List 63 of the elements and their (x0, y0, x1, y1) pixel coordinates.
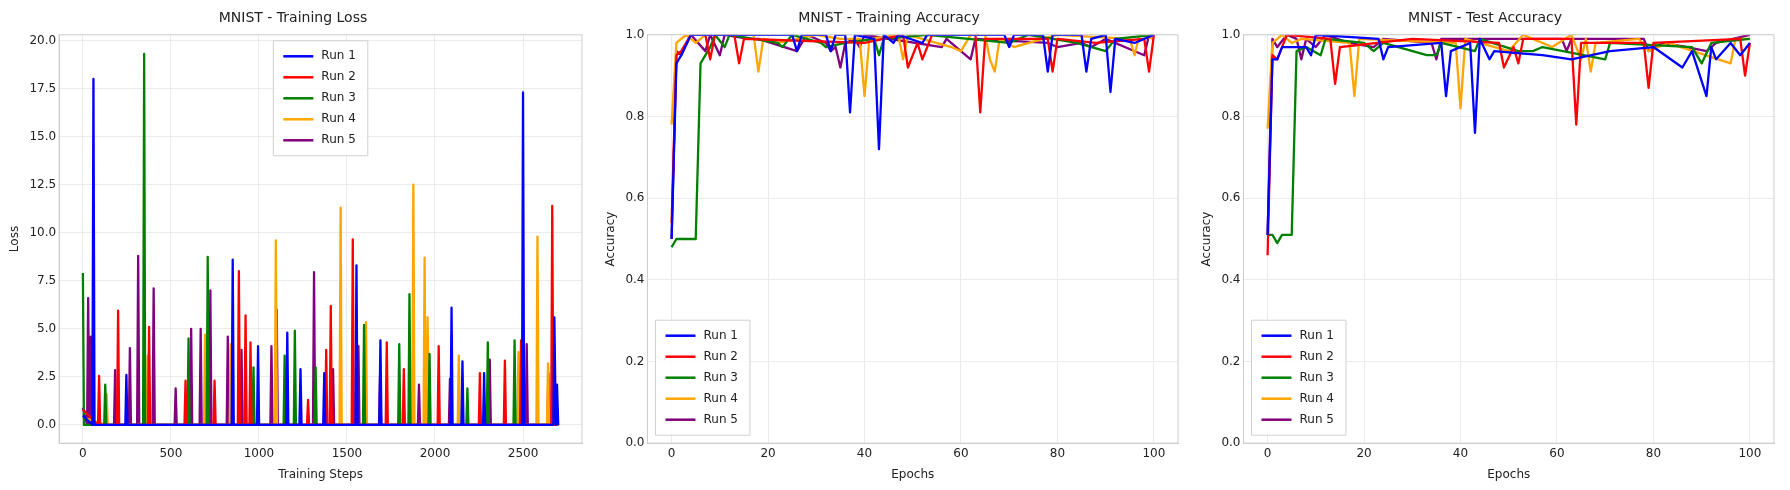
x-tick-label: 20 (760, 445, 776, 460)
y-tick-label: 0.8 (625, 108, 645, 123)
y-tick-label: 0.2 (625, 353, 645, 368)
x-tick-label: 60 (1549, 445, 1565, 460)
legend-label: Run 5 (703, 411, 738, 426)
legend-label: Run 3 (321, 90, 356, 105)
legend-label: Run 2 (703, 348, 738, 363)
y-tick-label: 10.0 (29, 224, 57, 239)
y-tick-label: 20.0 (29, 32, 57, 47)
x-tick-label: 500 (159, 445, 183, 460)
x-tick-label: 20 (1356, 445, 1372, 460)
legend-label: Run 1 (703, 327, 738, 342)
legend-label: Run 3 (1299, 369, 1334, 384)
legend-label: Run 4 (703, 390, 738, 405)
x-tick-label: 0 (79, 445, 87, 460)
x-tick-label: 60 (953, 445, 969, 460)
y-axis-title: Accuracy (603, 211, 618, 267)
x-axis-title: Training Steps (277, 466, 363, 481)
x-tick-label: 40 (1452, 445, 1469, 460)
x-axis-title: Epochs (1487, 466, 1531, 481)
y-tick-label: 0.0 (37, 417, 57, 432)
y-tick-label: 0.0 (625, 435, 645, 450)
x-tick-label: 80 (1049, 445, 1066, 460)
y-tick-label: 7.5 (37, 272, 57, 287)
y-tick-label: 1.0 (625, 26, 645, 41)
legend-label: Run 5 (1299, 411, 1334, 426)
y-tick-label: 0.6 (625, 190, 645, 205)
x-axis-title: Epochs (891, 466, 935, 481)
x-tick-label: 80 (1645, 445, 1662, 460)
y-tick-label: 5.0 (37, 320, 57, 335)
x-tick-label: 40 (856, 445, 873, 460)
y-axis-title: Accuracy (1199, 211, 1214, 267)
y-tick-label: 17.5 (29, 80, 57, 95)
legend-label: Run 3 (703, 369, 738, 384)
y-tick-label: 2.5 (37, 369, 57, 384)
legend-label: Run 4 (1299, 390, 1334, 405)
x-tick-label: 100 (1142, 445, 1166, 460)
y-tick-label: 0.6 (1221, 190, 1241, 205)
y-tick-label: 0.2 (1221, 353, 1241, 368)
x-tick-label: 100 (1738, 445, 1762, 460)
y-axis-title: Loss (7, 225, 22, 253)
chart-title: MNIST - Test Accuracy (1407, 9, 1563, 26)
chart-title: MNIST - Training Accuracy (798, 9, 980, 26)
y-tick-label: 0.4 (1221, 271, 1241, 286)
legend-label: Run 2 (1299, 348, 1334, 363)
y-tick-label: 12.5 (29, 176, 57, 191)
x-tick-label: 1500 (331, 445, 363, 460)
x-tick-label: 2500 (507, 445, 539, 460)
legend-label: Run 1 (1299, 327, 1334, 342)
chart-title: MNIST - Training Loss (218, 9, 368, 26)
legend-label: Run 1 (321, 48, 356, 63)
legend-label: Run 5 (321, 132, 356, 147)
x-tick-label: 2000 (419, 445, 451, 460)
y-tick-label: 0.0 (1221, 435, 1241, 450)
legend-label: Run 2 (321, 69, 356, 84)
x-tick-label: 1000 (243, 445, 275, 460)
y-tick-label: 15.0 (29, 128, 57, 143)
x-tick-label: 0 (667, 445, 676, 460)
legend-label: Run 4 (321, 111, 356, 126)
x-tick-label: 0 (1263, 445, 1272, 460)
y-tick-label: 1.0 (1221, 26, 1241, 41)
y-tick-label: 0.4 (625, 271, 645, 286)
y-tick-label: 0.8 (1221, 108, 1241, 123)
